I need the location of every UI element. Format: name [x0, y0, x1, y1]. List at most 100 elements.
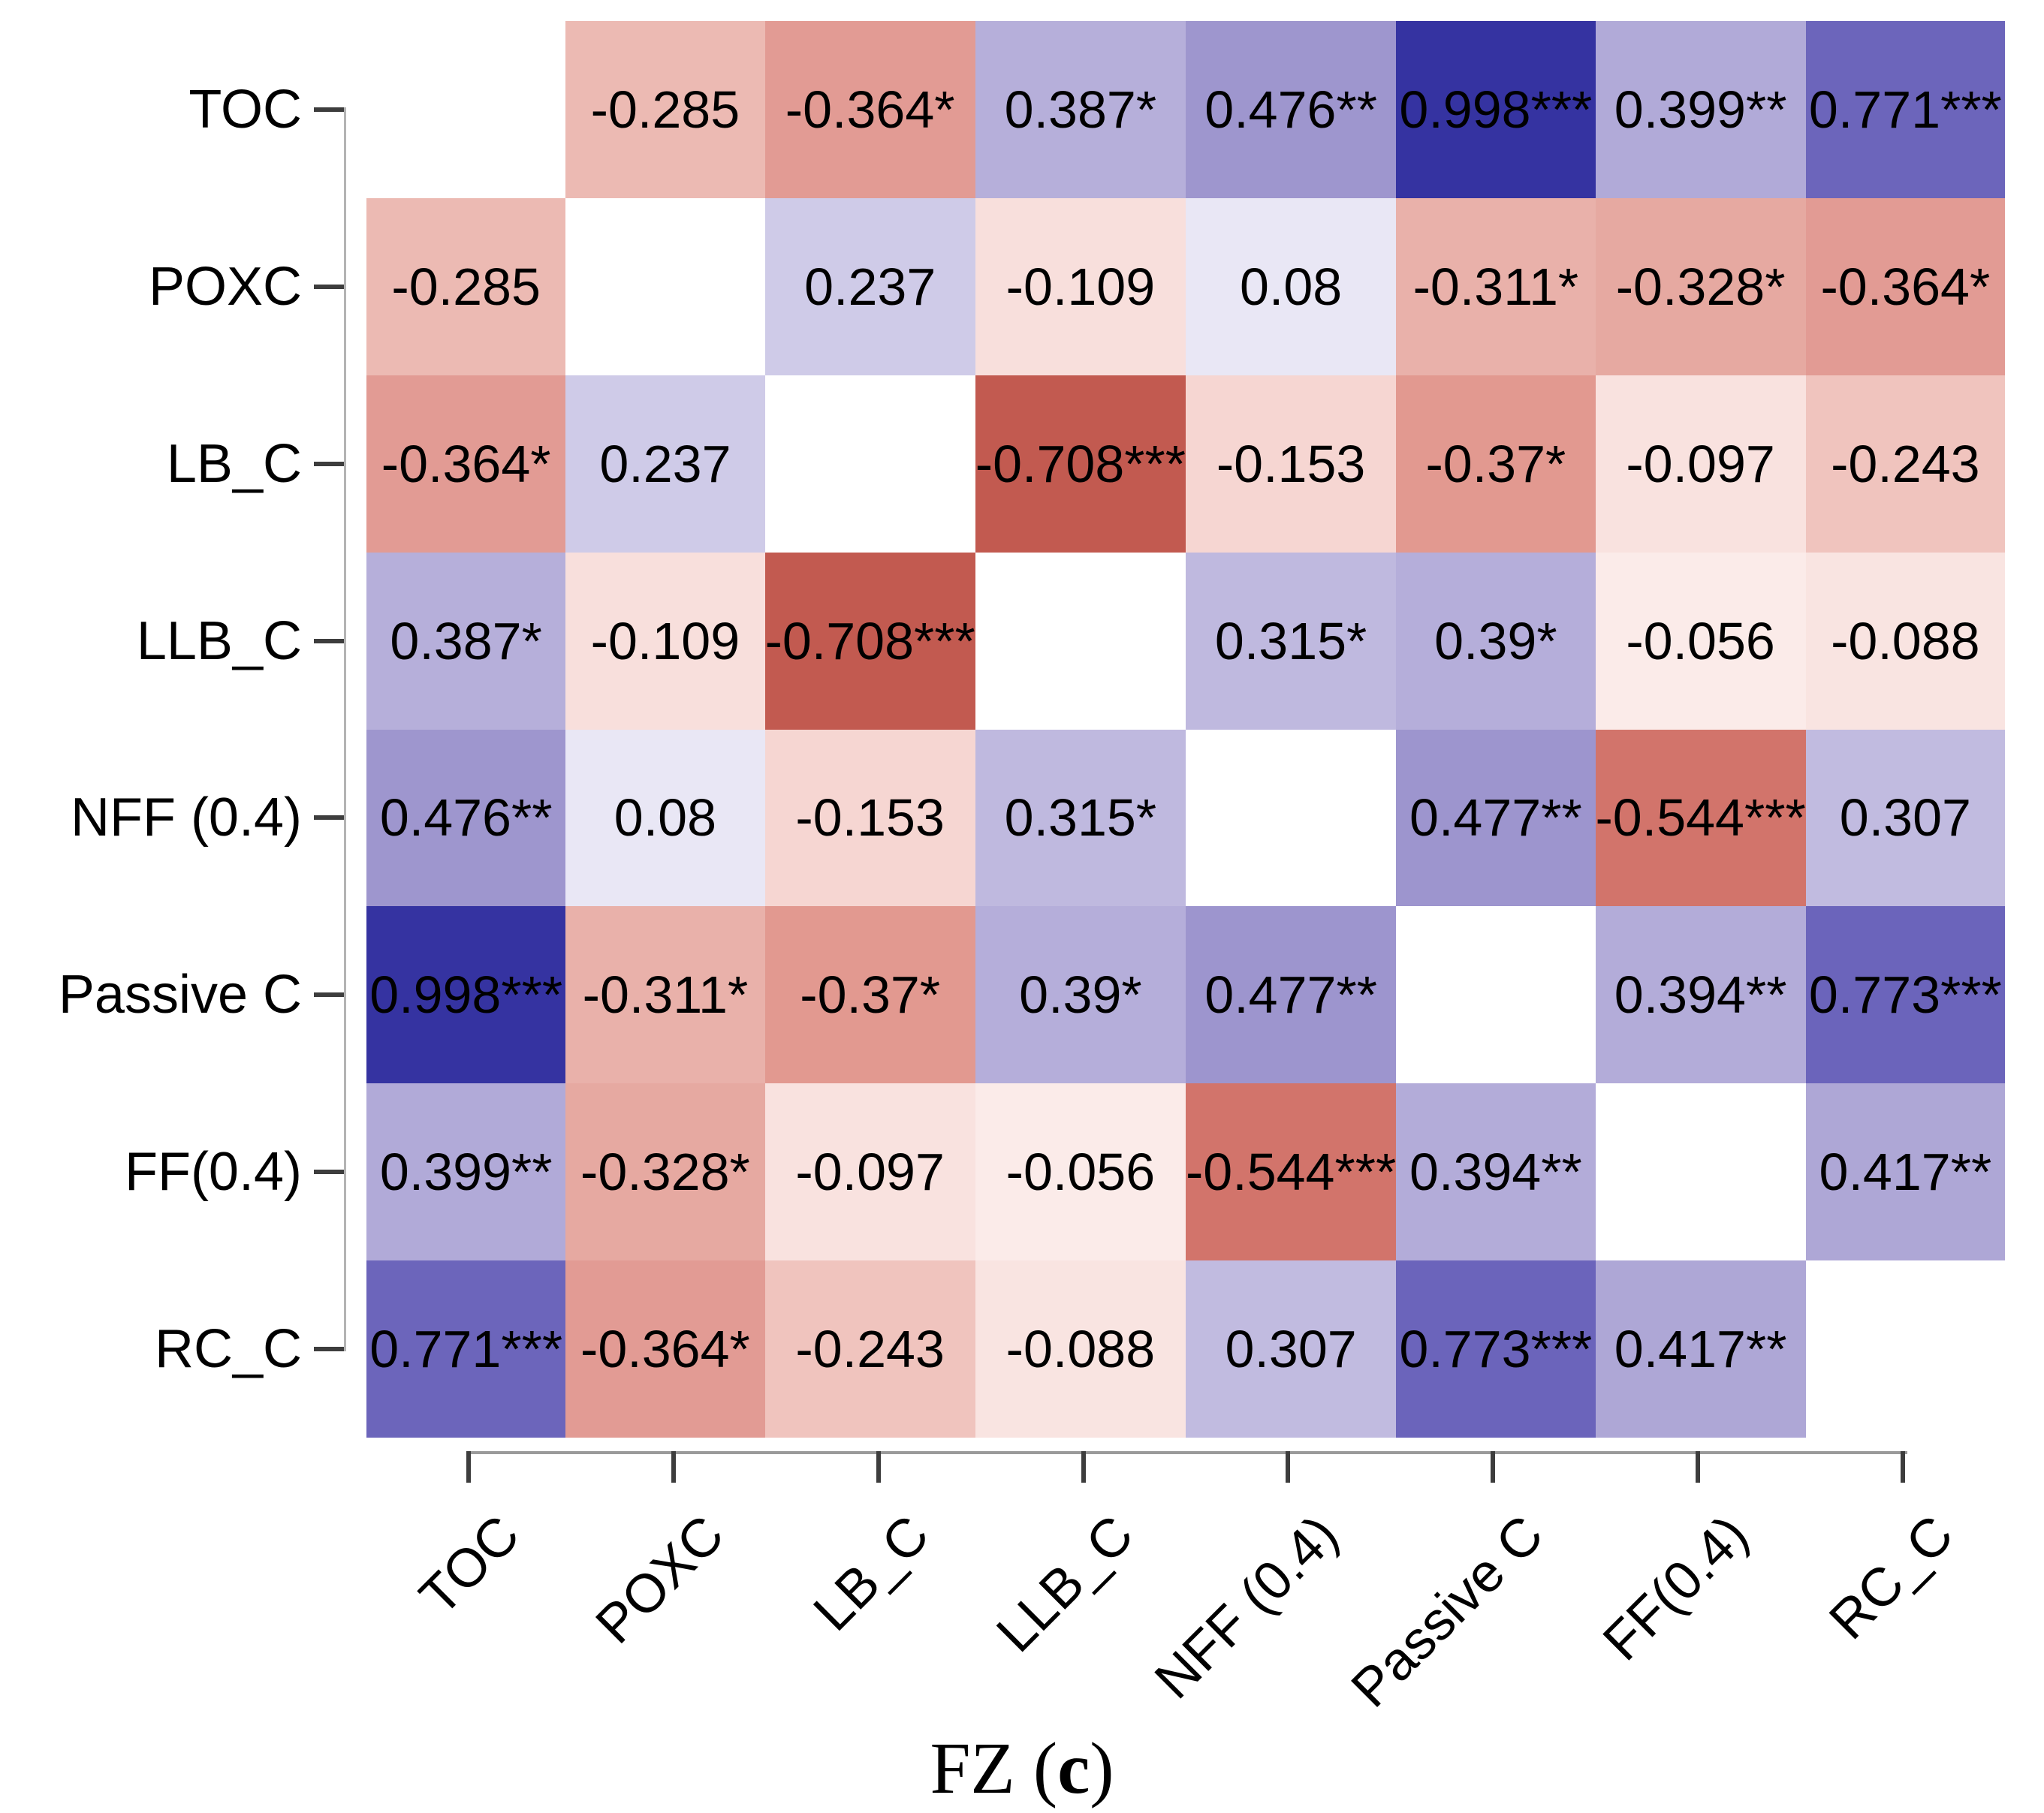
col-label: Passive C: [1340, 1504, 1555, 1719]
heatmap-cell: [1186, 729, 1397, 907]
heatmap-cell: -0.37*: [1396, 375, 1596, 553]
heatmap-cell: 0.417**: [1595, 1260, 1806, 1438]
col-label: TOC: [408, 1504, 531, 1627]
x-tick: [1491, 1451, 1496, 1483]
y-tick: [314, 107, 344, 112]
heatmap-cell: -0.311*: [565, 906, 765, 1084]
col-label: POXC: [584, 1504, 736, 1655]
row-label: POXC: [148, 256, 302, 317]
y-tick: [314, 461, 344, 466]
row-label: Passive C: [58, 965, 302, 1025]
heatmap-cell: 0.477**: [1396, 729, 1596, 907]
x-axis-line: [467, 1451, 1907, 1454]
heatmap-cell: -0.544***: [1186, 1083, 1397, 1261]
heatmap-cell: -0.285: [366, 197, 566, 375]
heatmap-cell: 0.998***: [366, 906, 566, 1084]
heatmap-cell: 0.394**: [1595, 906, 1806, 1084]
x-tick: [466, 1451, 472, 1483]
heatmap-cell: 0.39*: [975, 906, 1186, 1084]
heatmap-cell: 0.477**: [1186, 906, 1397, 1084]
heatmap-cell: [1595, 1083, 1806, 1261]
heatmap-cell: 0.315*: [975, 729, 1186, 907]
row-label: RC_C: [154, 1319, 302, 1380]
row-label: TOC: [188, 79, 302, 140]
heatmap-cell: -0.097: [764, 1083, 975, 1261]
row-label: NFF (0.4): [70, 788, 302, 848]
heatmap-cell: -0.109: [975, 197, 1186, 375]
heatmap-cell: 0.399**: [366, 1083, 566, 1261]
heatmap-cell: 0.08: [565, 729, 765, 907]
heatmap-cell: 0.399**: [1595, 21, 1806, 198]
heatmap-cell: -0.364*: [366, 375, 566, 553]
y-tick: [314, 1347, 344, 1352]
heatmap-cell: 0.08: [1186, 197, 1397, 375]
caption-suffix: ): [1090, 1728, 1114, 1808]
heatmap-cell: [1805, 1260, 2005, 1438]
heatmap-cell: -0.243: [764, 1260, 975, 1438]
heatmap-cell: -0.153: [764, 729, 975, 907]
heatmap-cell: -0.153: [1186, 375, 1397, 553]
caption-bold-letter: c: [1057, 1728, 1090, 1808]
heatmap-grid: -0.285 -0.364* 0.387* 0.476** 0.998*** 0.399*…: [366, 21, 2005, 1438]
heatmap-cell: [1396, 906, 1596, 1084]
row-label: LLB_C: [136, 610, 302, 671]
y-tick: [314, 1170, 344, 1175]
y-tick: [314, 284, 344, 289]
x-tick: [1286, 1451, 1291, 1483]
col-label: LB_C: [802, 1504, 941, 1643]
y-tick: [314, 815, 344, 821]
heatmap-cell: 0.771***: [366, 1260, 566, 1438]
heatmap-cell: 0.307: [1186, 1260, 1397, 1438]
heatmap-cell: -0.544***: [1595, 729, 1806, 907]
heatmap-cell: -0.328*: [565, 1083, 765, 1261]
col-label: LLB_C: [985, 1504, 1145, 1664]
heatmap-cell: 0.476**: [366, 729, 566, 907]
heatmap-cell: [764, 375, 975, 553]
x-tick: [1695, 1451, 1700, 1483]
heatmap-cell: 0.394**: [1396, 1083, 1596, 1261]
heatmap-cell: -0.311*: [1396, 197, 1596, 375]
heatmap-cell: -0.243: [1805, 375, 2005, 553]
heatmap-cell: -0.056: [975, 1083, 1186, 1261]
heatmap-cell: 0.387*: [366, 552, 566, 730]
heatmap-cell: [975, 552, 1186, 730]
heatmap-cell: -0.364*: [1805, 197, 2005, 375]
row-label: LB_C: [166, 433, 302, 494]
x-tick: [876, 1451, 881, 1483]
heatmap-cell: 0.39*: [1396, 552, 1596, 730]
heatmap-cell: -0.088: [975, 1260, 1186, 1438]
heatmap-cell: 0.315*: [1186, 552, 1397, 730]
heatmap-cell: -0.109: [565, 552, 765, 730]
heatmap-cell: -0.708***: [764, 552, 975, 730]
heatmap-cell: -0.328*: [1595, 197, 1806, 375]
heatmap-cell: 0.237: [565, 375, 765, 553]
caption-prefix: FZ (: [930, 1728, 1058, 1808]
col-label: NFF (0.4): [1144, 1504, 1350, 1711]
x-tick: [1900, 1451, 1905, 1483]
row-label: FF(0.4): [124, 1142, 302, 1203]
heatmap-cell: -0.708***: [975, 375, 1186, 553]
y-tick: [314, 638, 344, 643]
heatmap-cell: -0.364*: [565, 1260, 765, 1438]
col-label: RC_C: [1817, 1504, 1964, 1651]
heatmap-cell: -0.097: [1595, 375, 1806, 553]
heatmap-cell: [366, 21, 566, 198]
heatmap-cell: -0.364*: [764, 21, 975, 198]
heatmap-cell: 0.476**: [1186, 21, 1397, 198]
x-tick: [1081, 1451, 1086, 1483]
heatmap-cell: 0.773***: [1396, 1260, 1596, 1438]
heatmap-cell: -0.056: [1595, 552, 1806, 730]
y-axis-line: [344, 107, 346, 1351]
figure-caption: FZ (c): [0, 1727, 2044, 1810]
heatmap-cell: 0.998***: [1396, 21, 1596, 198]
heatmap-cell: -0.088: [1805, 552, 2005, 730]
heatmap-cell: 0.237: [764, 197, 975, 375]
x-tick: [671, 1451, 677, 1483]
heatmap-cell: 0.307: [1805, 729, 2005, 907]
heatmap-cell: 0.387*: [975, 21, 1186, 198]
y-tick: [314, 992, 344, 998]
heatmap-cell: 0.417**: [1805, 1083, 2005, 1261]
heatmap-cell: -0.37*: [764, 906, 975, 1084]
heatmap-cell: 0.771***: [1805, 21, 2005, 198]
